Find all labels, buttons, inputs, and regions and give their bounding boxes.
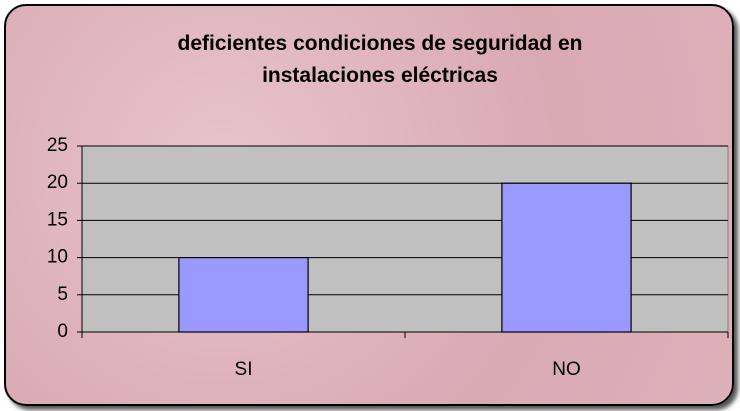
y-tick-label: 25 [47, 135, 68, 156]
x-tick-label: NO [552, 359, 581, 380]
y-tick-label: 10 [47, 247, 68, 268]
y-tick-label: 20 [47, 172, 68, 193]
y-tick-label: 5 [57, 284, 68, 305]
y-tick-label: 0 [57, 321, 68, 342]
bar [501, 182, 632, 333]
chart-title: deficientes condiciones de seguridad en … [177, 32, 583, 87]
x-tick-label: SI [235, 359, 253, 380]
bar [178, 257, 309, 333]
y-tick-label: 15 [47, 209, 68, 230]
